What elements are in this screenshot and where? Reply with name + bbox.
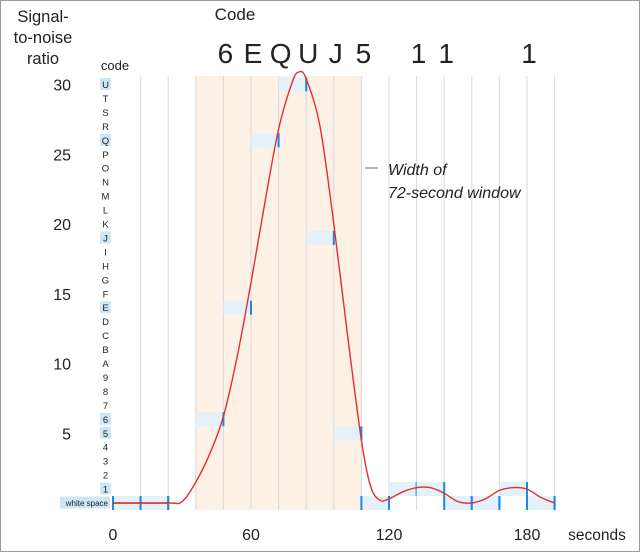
decoded-symbol: 5 (356, 38, 372, 69)
segment-band (306, 230, 334, 245)
code-level-label: 3 (103, 457, 108, 468)
x-tick-label: 60 (242, 527, 260, 544)
code-highlight (100, 78, 111, 90)
code-level-label: 2 (103, 471, 108, 482)
code-level-label: H (102, 261, 109, 272)
code-level-label: white space (65, 499, 109, 508)
code-level-label: 9 (103, 373, 108, 384)
snr-curve (112, 70, 555, 505)
code-highlight (100, 426, 111, 439)
code-highlight (100, 133, 111, 146)
code-level-label: G (102, 275, 109, 286)
segment-band (389, 482, 417, 497)
decoded-symbol: J (329, 38, 343, 69)
segment-band (223, 300, 251, 315)
code-level-label: S (102, 108, 108, 119)
code-level-label: C (102, 331, 109, 342)
decoded-symbol: 1 (438, 38, 454, 69)
code-level-label: 8 (103, 387, 108, 398)
x-tick-label: 0 (109, 527, 118, 544)
x-tick-label: 180 (514, 527, 541, 544)
code-level-label: D (102, 317, 109, 328)
code-highlight (100, 482, 111, 495)
code-level-label: U (102, 80, 109, 91)
segment-band (195, 412, 224, 427)
code-level-label: I (104, 247, 107, 258)
code-axis-layer: white space 1 2 3 4 5 6 7 8 9 ABCDEFGHIJKLMNOPQRST… (60, 78, 111, 509)
y-tick-label: 20 (53, 217, 71, 234)
code-level-label: O (102, 164, 109, 175)
code-level-label: 6 (103, 415, 108, 426)
y-tick-label: 5 (62, 426, 71, 443)
code-level-label: N (102, 178, 109, 189)
code-level-label: 1 (103, 485, 108, 496)
code-level-label: E (102, 303, 108, 314)
code-level-label: M (102, 192, 110, 203)
y-tick-label: 30 (53, 78, 71, 95)
segment-band (278, 77, 307, 92)
code-level-label: R (102, 122, 109, 133)
decoded-symbol: 1 (521, 38, 537, 69)
decoded-symbol: 1 (411, 38, 427, 69)
code-highlight (100, 231, 111, 244)
code-level-label: F (103, 289, 109, 300)
code-title: Code (215, 5, 256, 24)
segment-band (499, 482, 527, 497)
code-level-label: K (102, 220, 109, 231)
y-tick-label: 15 (53, 287, 71, 304)
code-highlight (100, 412, 111, 425)
y-axis-label: Signal-to-noise ratio (14, 8, 73, 68)
code-level-label: B (102, 345, 108, 356)
curve-layer (112, 70, 555, 505)
segment-band (444, 496, 472, 510)
code-level-label: Q (102, 136, 109, 147)
decoded-symbol: U (298, 38, 318, 69)
code-highlight (60, 496, 110, 509)
segment-band (361, 496, 389, 510)
decoded-symbol: E (244, 38, 263, 69)
code-level-label: P (102, 150, 108, 161)
x-axis-label: seconds (568, 527, 626, 544)
segment-band (471, 496, 500, 510)
decoded-symbol: Q (270, 38, 292, 69)
code-level-label: 7 (103, 401, 108, 412)
segment-band (416, 482, 445, 497)
window-annotation: Width of 72-second window (388, 162, 522, 202)
code-level-label: L (103, 206, 108, 217)
code-axis-label: code (101, 58, 129, 73)
code-level-label: A (102, 359, 109, 370)
gridlines-layer (140, 76, 556, 510)
decoded-symbol: 6 (218, 38, 234, 69)
segment-band (527, 496, 555, 510)
y-tick-label: 10 (53, 357, 71, 374)
code-highlight (100, 301, 111, 314)
code-level-label: 4 (103, 443, 108, 454)
code-level-label: 5 (103, 429, 108, 440)
segment-band (251, 133, 279, 148)
segment-band (333, 426, 362, 441)
code-level-label: J (103, 233, 108, 244)
code-level-label: T (103, 94, 109, 105)
x-tick-label: 120 (376, 527, 403, 544)
y-tick-label: 25 (53, 147, 71, 164)
